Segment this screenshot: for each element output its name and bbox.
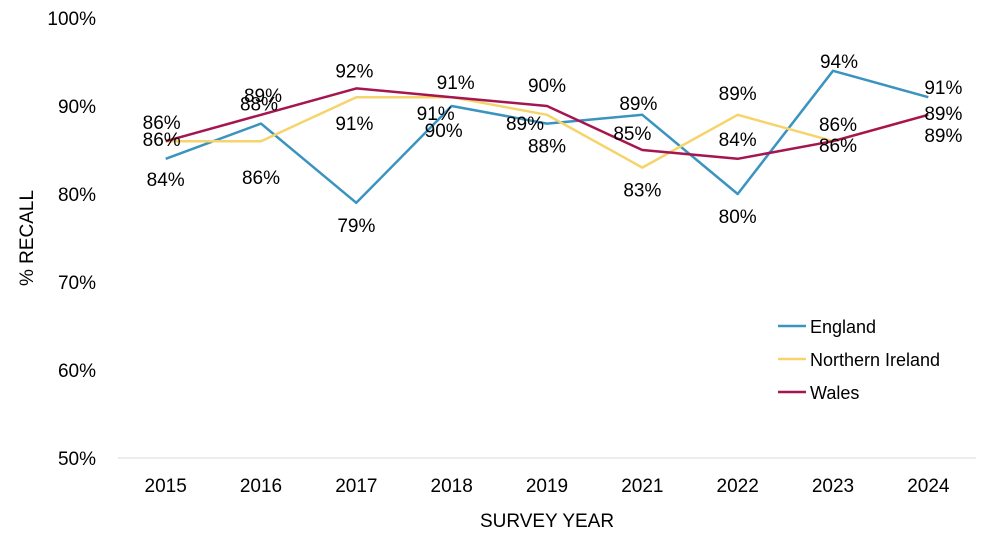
data-label: 89% bbox=[924, 104, 962, 125]
data-label: 84% bbox=[147, 170, 185, 191]
x-tick-label: 2023 bbox=[812, 476, 854, 497]
data-label: 84% bbox=[719, 130, 757, 151]
data-label: 89% bbox=[506, 114, 544, 135]
data-label: 88% bbox=[240, 95, 278, 116]
x-tick-label: 2021 bbox=[621, 476, 663, 497]
x-tick-label: 2022 bbox=[717, 476, 759, 497]
x-tick-label: 2015 bbox=[145, 476, 187, 497]
data-label: 92% bbox=[335, 61, 373, 82]
data-label: 94% bbox=[820, 52, 858, 73]
data-label: 79% bbox=[337, 216, 375, 237]
x-tick-label: 2024 bbox=[907, 476, 950, 497]
data-label: 80% bbox=[719, 207, 757, 228]
data-labels: 84%88%79%90%88%89%80%94%91%86%86%91% 91% 8… bbox=[143, 52, 963, 237]
data-label: 89% bbox=[619, 94, 657, 115]
data-label: 85% bbox=[613, 124, 651, 145]
x-axis-title: SURVEY YEAR bbox=[480, 511, 614, 532]
data-label: 89% bbox=[719, 84, 757, 105]
data-label: 91% bbox=[417, 104, 455, 125]
legend-label: England bbox=[810, 317, 876, 337]
legend: England Northern Ireland Wales bbox=[778, 317, 940, 403]
x-tick-label: 2019 bbox=[526, 476, 568, 497]
series-line bbox=[165, 87, 929, 161]
y-tick-label: 60% bbox=[58, 361, 96, 382]
y-tick-label: 70% bbox=[58, 273, 96, 294]
legend-label: Northern Ireland bbox=[810, 350, 940, 370]
y-tick-label: 50% bbox=[58, 449, 96, 470]
series-lines bbox=[165, 69, 929, 205]
data-label: 90% bbox=[425, 121, 463, 142]
y-axis: 50% 60% 70% 80% 90% 100% bbox=[47, 9, 96, 470]
data-label: 91% bbox=[924, 78, 962, 99]
data-label: 88% bbox=[528, 137, 566, 158]
data-label: 91% bbox=[437, 73, 475, 94]
x-tick-label: 2018 bbox=[431, 476, 473, 497]
y-tick-label: 80% bbox=[58, 185, 96, 206]
y-tick-label: 90% bbox=[58, 97, 96, 118]
x-tick-label: 2017 bbox=[335, 476, 377, 497]
data-label: 86% bbox=[819, 115, 857, 136]
legend-label: Wales bbox=[810, 383, 859, 403]
y-tick-label: 100% bbox=[47, 9, 96, 30]
data-label: 89% bbox=[244, 86, 282, 107]
series-line bbox=[165, 69, 929, 205]
series-line bbox=[165, 95, 929, 169]
x-axis: 2015 2016 2017 2018 2019 2021 2022 2023 2024 bbox=[145, 476, 950, 497]
data-label: 89% bbox=[924, 126, 962, 147]
data-label: 86% bbox=[143, 130, 181, 151]
data-label: 86% bbox=[242, 168, 280, 189]
data-label: 86% bbox=[819, 136, 857, 157]
data-label: 83% bbox=[623, 181, 661, 202]
data-label: 91% bbox=[335, 114, 373, 135]
data-label: 90% bbox=[528, 76, 566, 97]
data-label: 86% bbox=[143, 113, 181, 134]
y-axis-title: % RECALL bbox=[17, 190, 38, 286]
x-tick-label: 2016 bbox=[240, 476, 282, 497]
